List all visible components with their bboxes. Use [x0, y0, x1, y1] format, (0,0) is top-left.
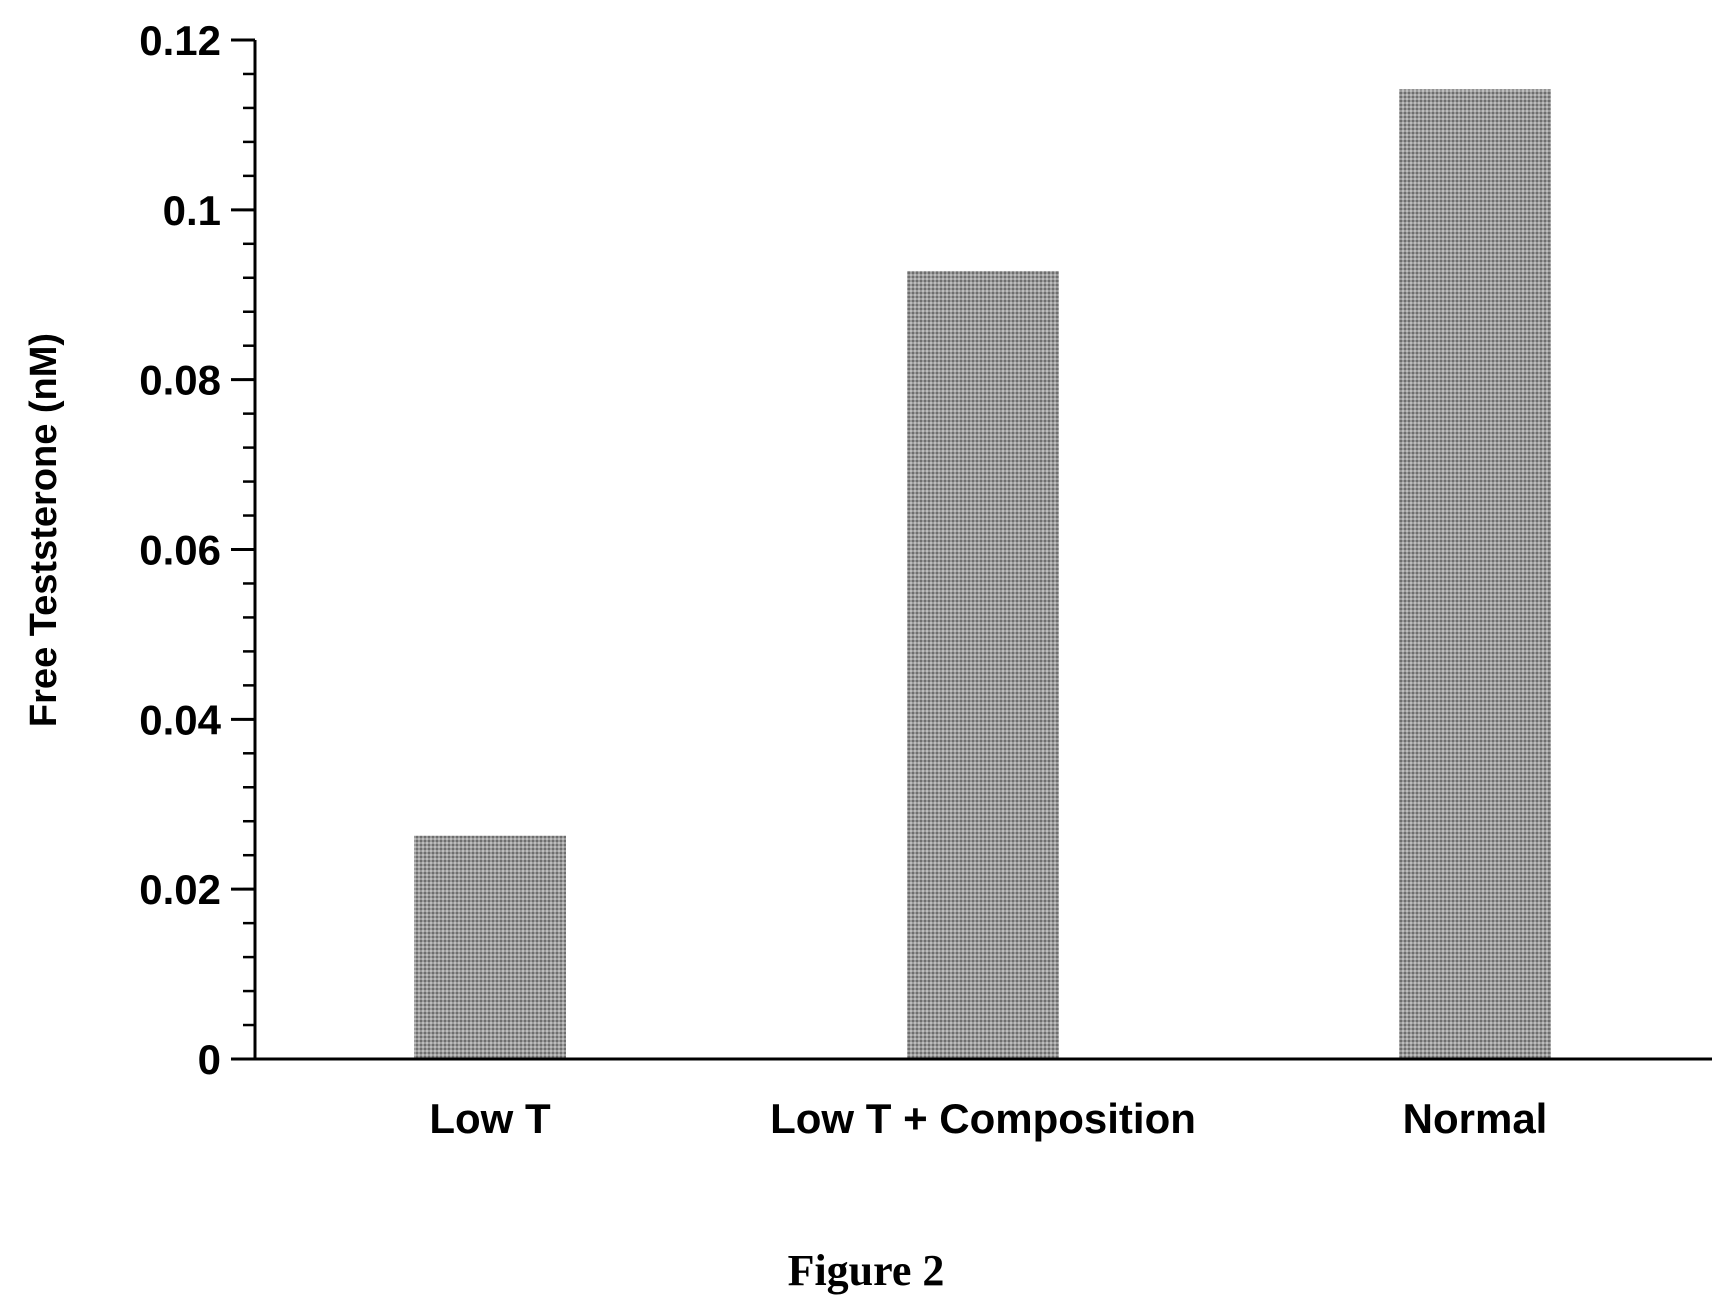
ticks-layer: [231, 38, 255, 1061]
labels-layer: 0 0.02 0.04 0.06 0.08 0.1 0.12 Low T Low T + Com…: [139, 17, 1547, 1142]
bar-normal: [1399, 89, 1551, 1060]
figure-caption: Figure 2: [787, 1246, 945, 1295]
y-tick-label: 0: [198, 1036, 221, 1083]
x-category-label: Normal: [1403, 1095, 1548, 1142]
y-tick-label: 0.1: [163, 187, 221, 234]
bar-low-t-composition: [907, 270, 1059, 1059]
y-tick-label: 0.12: [139, 17, 221, 64]
y-tick-label: 0.08: [139, 357, 221, 404]
bars-layer: [414, 89, 1551, 1060]
y-tick-label: 0.06: [139, 527, 221, 574]
x-category-label: Low T: [429, 1095, 551, 1142]
y-axis-title: Free Teststerone (nM): [23, 333, 65, 727]
x-category-label: Low T + Composition: [770, 1095, 1196, 1142]
y-tick-label: 0.04: [139, 696, 221, 743]
y-tick-label: 0.02: [139, 866, 221, 913]
bar-low-t: [414, 835, 566, 1059]
